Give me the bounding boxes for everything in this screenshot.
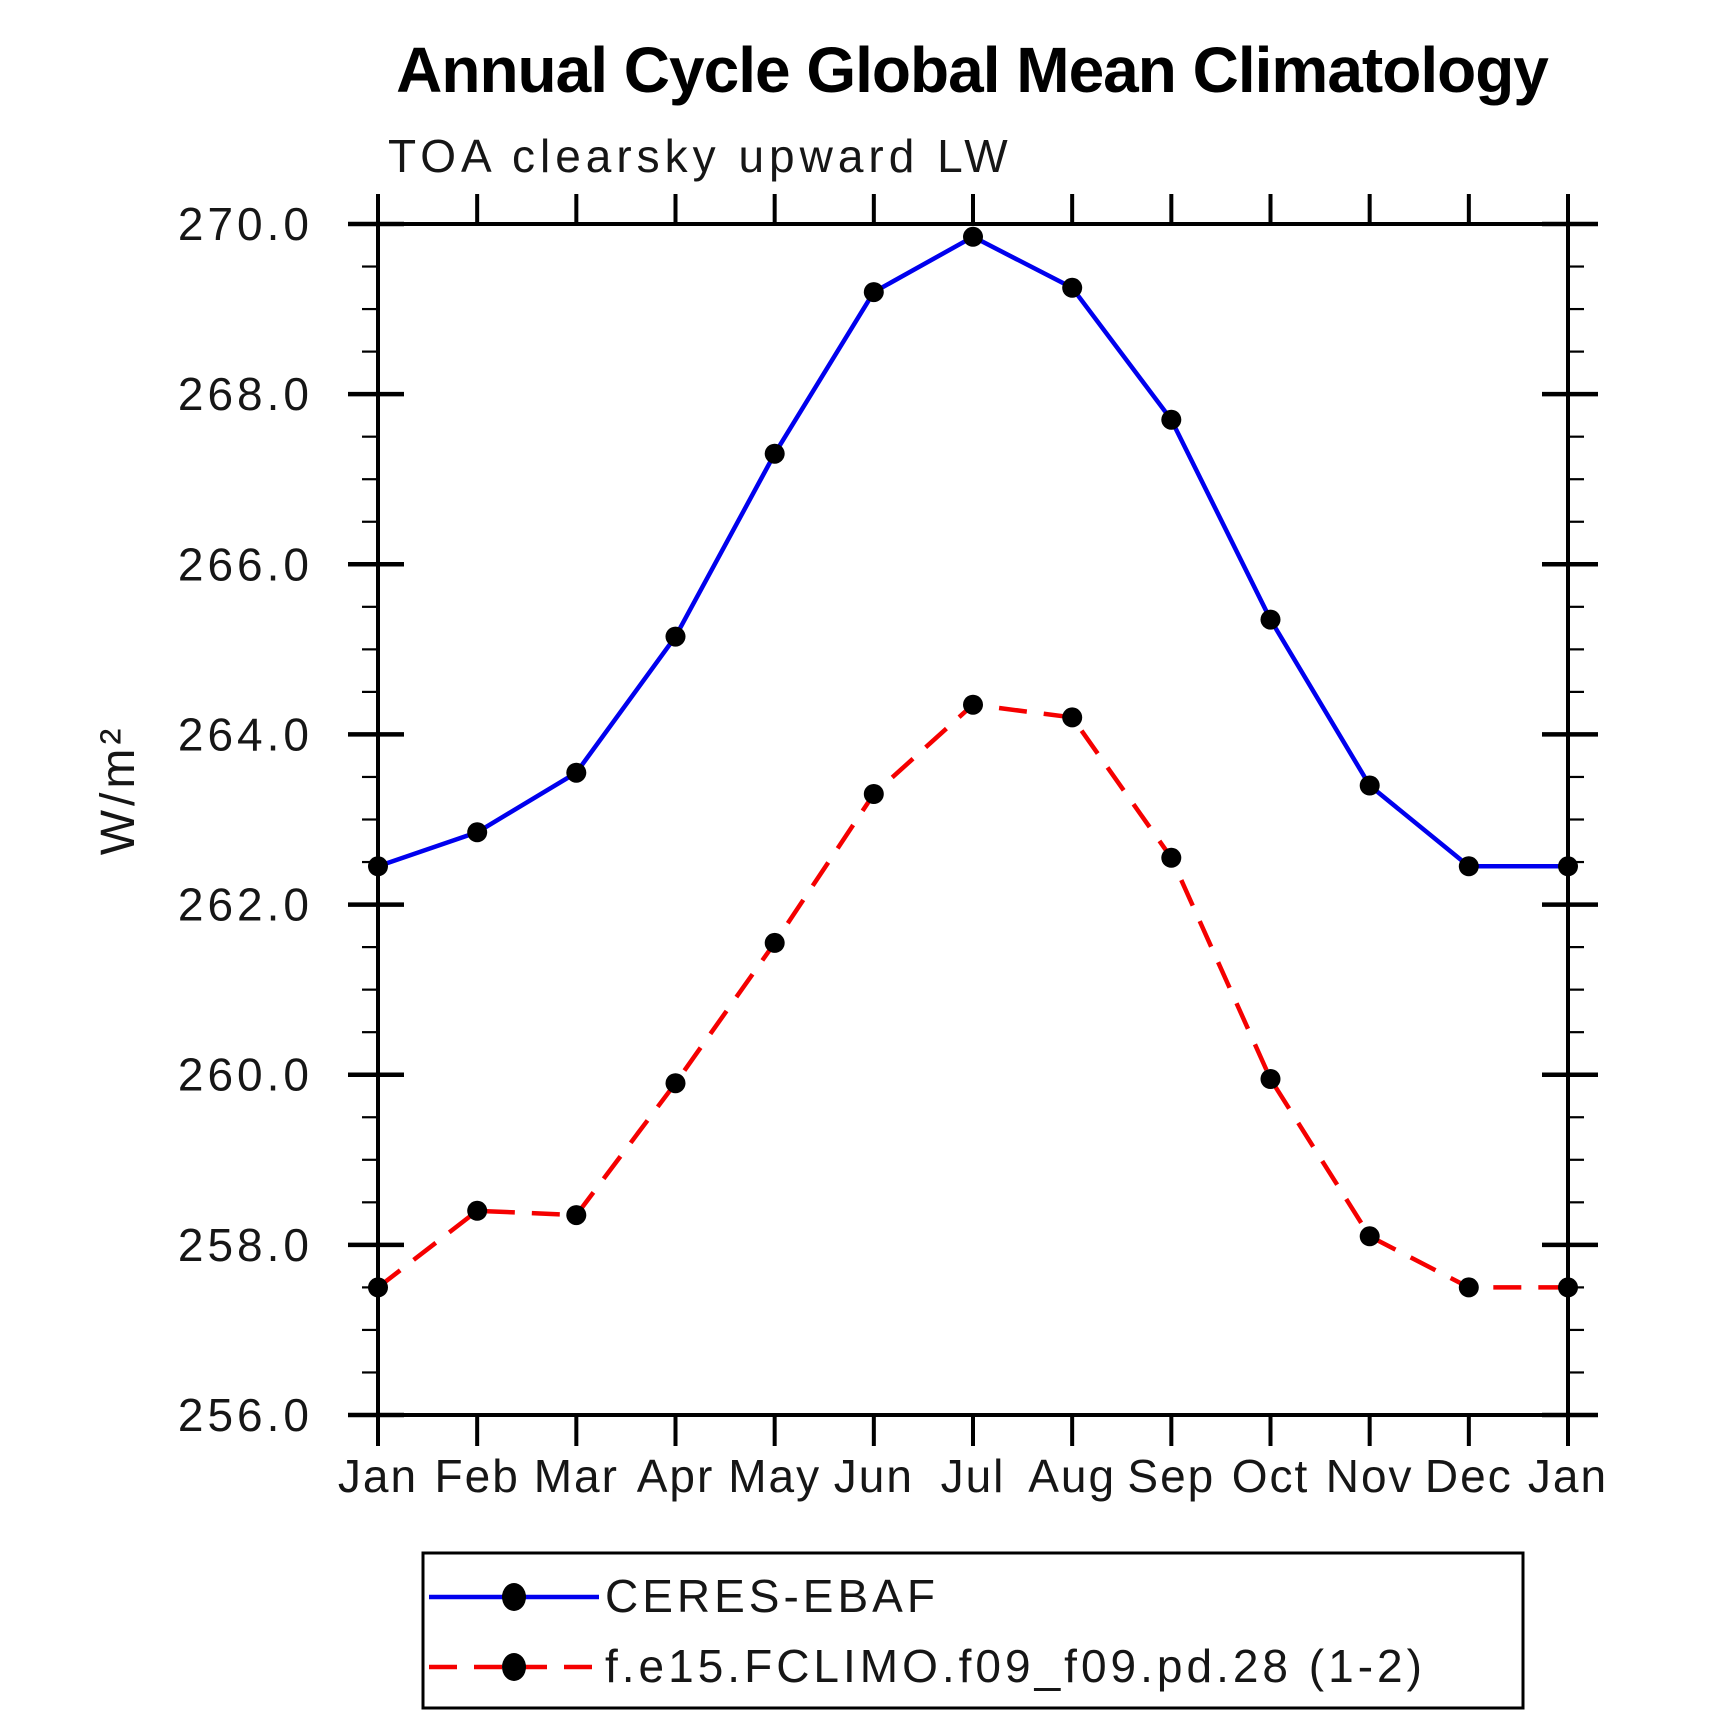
data-point [566, 762, 587, 783]
data-point [368, 1277, 388, 1298]
data-point [1062, 707, 1083, 728]
x-tick-label: Dec [1425, 1450, 1513, 1502]
data-point [1260, 609, 1281, 630]
y-tick-label: 270.0 [178, 198, 313, 250]
data-point [963, 226, 983, 247]
x-tick-label: Nov [1326, 1450, 1414, 1502]
data-point [1161, 847, 1182, 868]
chart-subtitle: TOA clearsky upward LW [388, 130, 1013, 182]
y-tick-label: 264.0 [178, 708, 313, 760]
data-point [963, 694, 983, 715]
x-tick-label: Jan [338, 1450, 418, 1502]
x-tick-label: Jun [834, 1450, 914, 1502]
data-point [764, 443, 785, 464]
y-tick-label: 256.0 [178, 1389, 313, 1441]
data-point [1161, 409, 1182, 430]
data-point [1260, 1069, 1281, 1089]
data-point [467, 1200, 488, 1221]
data-point [368, 856, 388, 877]
data-point [764, 932, 785, 953]
x-tick-label: Jan [1528, 1450, 1608, 1502]
legend-entry: f.e15.FCLIMO.f09_f09.pd.28 (1-2) [429, 1640, 1426, 1692]
legend-marker [502, 1583, 526, 1611]
y-tick-label: 266.0 [178, 538, 313, 590]
y-tick-label: 258.0 [178, 1219, 313, 1271]
x-tick-label: Sep [1127, 1450, 1215, 1502]
x-tick-label: Aug [1028, 1450, 1116, 1502]
data-point [467, 822, 488, 843]
data-point [1458, 856, 1479, 877]
x-tick-label: May [728, 1450, 821, 1502]
axes-layer: 256.0 258.0 260.0 262.0 264.0 266.0 268.0 270.0… [178, 194, 1608, 1502]
y-tick-label: 268.0 [178, 368, 313, 420]
series-layer [368, 226, 1578, 1298]
data-point [566, 1205, 587, 1226]
x-tick-label: Mar [534, 1450, 619, 1502]
data-point [1359, 775, 1380, 796]
data-point [1458, 1277, 1479, 1298]
x-tick-label: Feb [435, 1450, 520, 1502]
legend-marker [502, 1653, 526, 1681]
data-point [665, 626, 686, 647]
x-tick-label: Apr [637, 1450, 715, 1502]
y-tick-label: 260.0 [178, 1049, 313, 1101]
x-tick-label: Oct [1232, 1450, 1310, 1502]
data-point [1558, 1277, 1578, 1298]
legend-entry: CERES-EBAF [429, 1570, 939, 1622]
series-model [368, 694, 1578, 1298]
data-point [1558, 856, 1578, 877]
data-point [665, 1073, 686, 1094]
y-axis-label: W/m² [92, 725, 145, 856]
data-point [863, 282, 884, 303]
legend-entry-label: CERES-EBAF [605, 1570, 939, 1622]
chart-title: Annual Cycle Global Mean Climatology [396, 34, 1549, 106]
legend-entry-label: f.e15.FCLIMO.f09_f09.pd.28 (1-2) [605, 1640, 1426, 1692]
legend-box: CERES-EBAF f.e15.FCLIMO.f09_f09.pd.28 (1-… [421, 1551, 1525, 1710]
data-point [863, 784, 884, 804]
legend-frame [421, 1551, 1525, 1710]
data-point [1359, 1226, 1380, 1247]
data-point [1062, 277, 1083, 298]
x-tick-label: Jul [941, 1450, 1006, 1502]
y-tick-label: 262.0 [178, 879, 313, 931]
series-ceres-ebaf [368, 226, 1578, 877]
